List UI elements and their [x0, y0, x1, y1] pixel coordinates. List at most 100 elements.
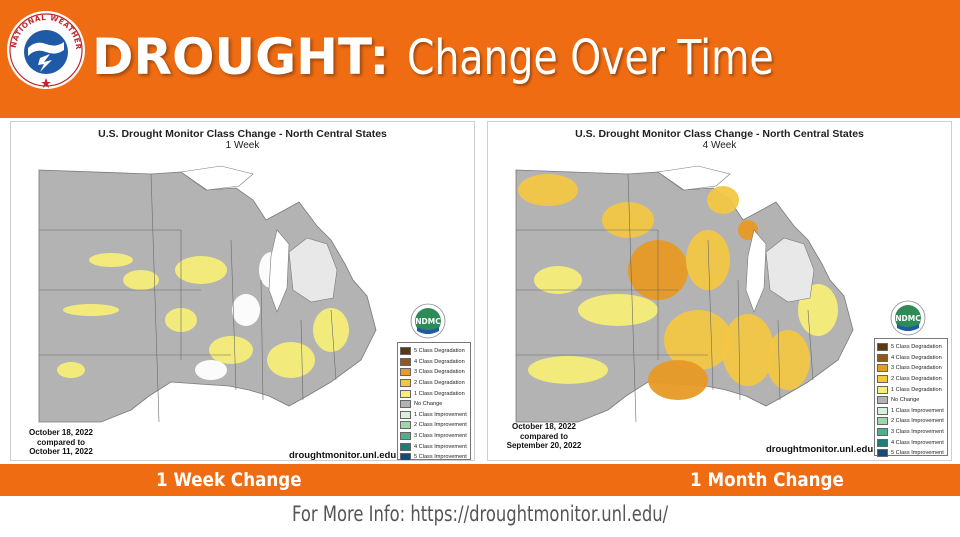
- legend-swatch: [400, 368, 411, 377]
- legend-swatch: [877, 364, 888, 373]
- legend-label: No Change: [891, 397, 920, 404]
- legend-label: 4 Class Degradation: [891, 354, 942, 361]
- legend-item: 1 Class Improvement: [877, 406, 945, 417]
- legend-swatch: [400, 432, 411, 441]
- legend-swatch: [877, 343, 888, 352]
- drought-change-area: [602, 202, 654, 238]
- michigan-area: [288, 237, 338, 303]
- legend-swatch: [877, 375, 888, 384]
- legend-item: 4 Class Improvement: [877, 437, 945, 448]
- legend-swatch: [877, 417, 888, 426]
- legend-item: 2 Class Improvement: [877, 416, 945, 427]
- legend-item: 5 Class Improvement: [400, 452, 468, 461]
- drought-change-area: [175, 256, 227, 284]
- legend-item: 5 Class Degradation: [400, 346, 468, 357]
- legend-label: 1 Class Improvement: [891, 407, 944, 414]
- legend-item: 2 Class Improvement: [400, 420, 468, 431]
- drought-change-area: [209, 336, 253, 364]
- caption-band: 1 Week Change 1 Month Change: [0, 464, 960, 496]
- legend-item: 3 Class Degradation: [877, 363, 945, 374]
- date-current: October 18, 2022: [28, 428, 94, 437]
- lake-superior: [180, 165, 254, 191]
- lake-michigan: [745, 229, 767, 313]
- ndmc-logo-text: NDMC: [895, 314, 921, 323]
- legend-swatch: [877, 428, 888, 437]
- legend-swatch: [400, 400, 411, 409]
- legend-swatch: [877, 353, 888, 362]
- state-boundary: [330, 309, 337, 381]
- legend-swatch: [400, 389, 411, 398]
- legend-label: 3 Class Improvement: [891, 429, 944, 436]
- title-rest: Change Over Time: [407, 30, 775, 86]
- more-info-link[interactable]: For More Info: https://droughtmonitor.un…: [291, 502, 669, 526]
- legend-item: 5 Class Improvement: [877, 448, 945, 459]
- legend-label: No Change: [414, 401, 443, 408]
- legend-swatch: [400, 442, 411, 451]
- drought-change-area: [534, 266, 582, 294]
- legend-label: 2 Class Degradation: [891, 376, 942, 383]
- legend-item: 1 Class Degradation: [877, 384, 945, 395]
- legend-item: 3 Class Degradation: [400, 367, 468, 378]
- legend-swatch: [877, 438, 888, 447]
- ndmc-logo-text: NDMC: [415, 317, 441, 326]
- state-boundary: [807, 309, 814, 381]
- date-previous: October 11, 2022: [29, 447, 93, 456]
- header-banner: NATIONAL WEATHER SERVICE DROUGHT: Change …: [0, 0, 960, 118]
- state-boundary: [707, 239, 714, 391]
- map-panel-4-week: U.S. Drought Monitor Class Change - Nort…: [487, 121, 952, 461]
- legend-label: 2 Class Degradation: [414, 380, 465, 387]
- legend-item: 4 Class Degradation: [400, 357, 468, 368]
- legend-label: 4 Class Improvement: [414, 443, 467, 450]
- date-compared-to: compared to: [519, 431, 568, 441]
- legend-label: 5 Class Degradation: [414, 348, 465, 355]
- caption-1-month: 1 Month Change: [690, 469, 844, 491]
- legend-swatch: [877, 385, 888, 394]
- state-boundary: [777, 319, 781, 401]
- lake-superior: [657, 165, 731, 191]
- legend-item: 5 Class Degradation: [877, 342, 945, 353]
- map-subtitle: 1 Week: [225, 140, 260, 151]
- legend-swatch: [400, 421, 411, 430]
- drought-change-area: [766, 330, 810, 390]
- legend-swatch: [400, 453, 411, 460]
- drought-change-area: [518, 174, 578, 206]
- drought-change-area: [648, 360, 708, 400]
- source-credit: droughtmonitor.unl.edu: [766, 444, 874, 455]
- legend-item: 3 Class Improvement: [877, 427, 945, 438]
- drought-change-area: [578, 294, 658, 326]
- legend-item: 1 Class Improvement: [400, 410, 468, 421]
- legend-label: 4 Class Degradation: [414, 358, 465, 365]
- legend-swatch: [400, 379, 411, 388]
- state-boundary: [260, 279, 264, 401]
- legend-label: 4 Class Improvement: [891, 439, 944, 446]
- drought-change-map: [38, 165, 377, 423]
- state-boundary: [627, 173, 637, 423]
- legend-item: 1 Class Degradation: [400, 388, 468, 399]
- drought-change-area: [722, 314, 774, 386]
- legend-label: 1 Class Improvement: [414, 411, 467, 418]
- drought-change-area: [57, 362, 85, 378]
- map-title: U.S. Drought Monitor Class Change - Nort…: [98, 128, 387, 140]
- state-boundary: [150, 173, 160, 423]
- date-range: October 18, 2022 compared to October 11,…: [17, 428, 105, 457]
- date-compared-to: compared to: [36, 437, 85, 447]
- legend-label: 5 Class Improvement: [414, 454, 467, 461]
- map-panel-1-week: U.S. Drought Monitor Class Change - Nort…: [10, 121, 475, 461]
- state-boundary: [737, 279, 741, 401]
- drought-change-area: [232, 294, 260, 326]
- legend-swatch: [877, 406, 888, 415]
- legend-item: No Change: [400, 399, 468, 410]
- legend-label: 2 Class Improvement: [414, 422, 467, 429]
- legend-label: 1 Class Degradation: [414, 390, 465, 397]
- date-range: October 18, 2022 compared to September 2…: [496, 422, 592, 451]
- legend-swatch: [400, 410, 411, 419]
- legend-swatch: [877, 396, 888, 405]
- nws-logo-icon: NATIONAL WEATHER SERVICE: [6, 10, 85, 89]
- legend-label: 3 Class Degradation: [891, 365, 942, 372]
- legend-swatch: [877, 449, 888, 458]
- ndmc-logo-icon: NDMC: [410, 303, 446, 339]
- legend-item: 3 Class Improvement: [400, 431, 468, 442]
- title-bold: DROUGHT:: [92, 28, 390, 86]
- legend-label: 5 Class Degradation: [891, 344, 942, 351]
- legend-item: 4 Class Degradation: [877, 353, 945, 364]
